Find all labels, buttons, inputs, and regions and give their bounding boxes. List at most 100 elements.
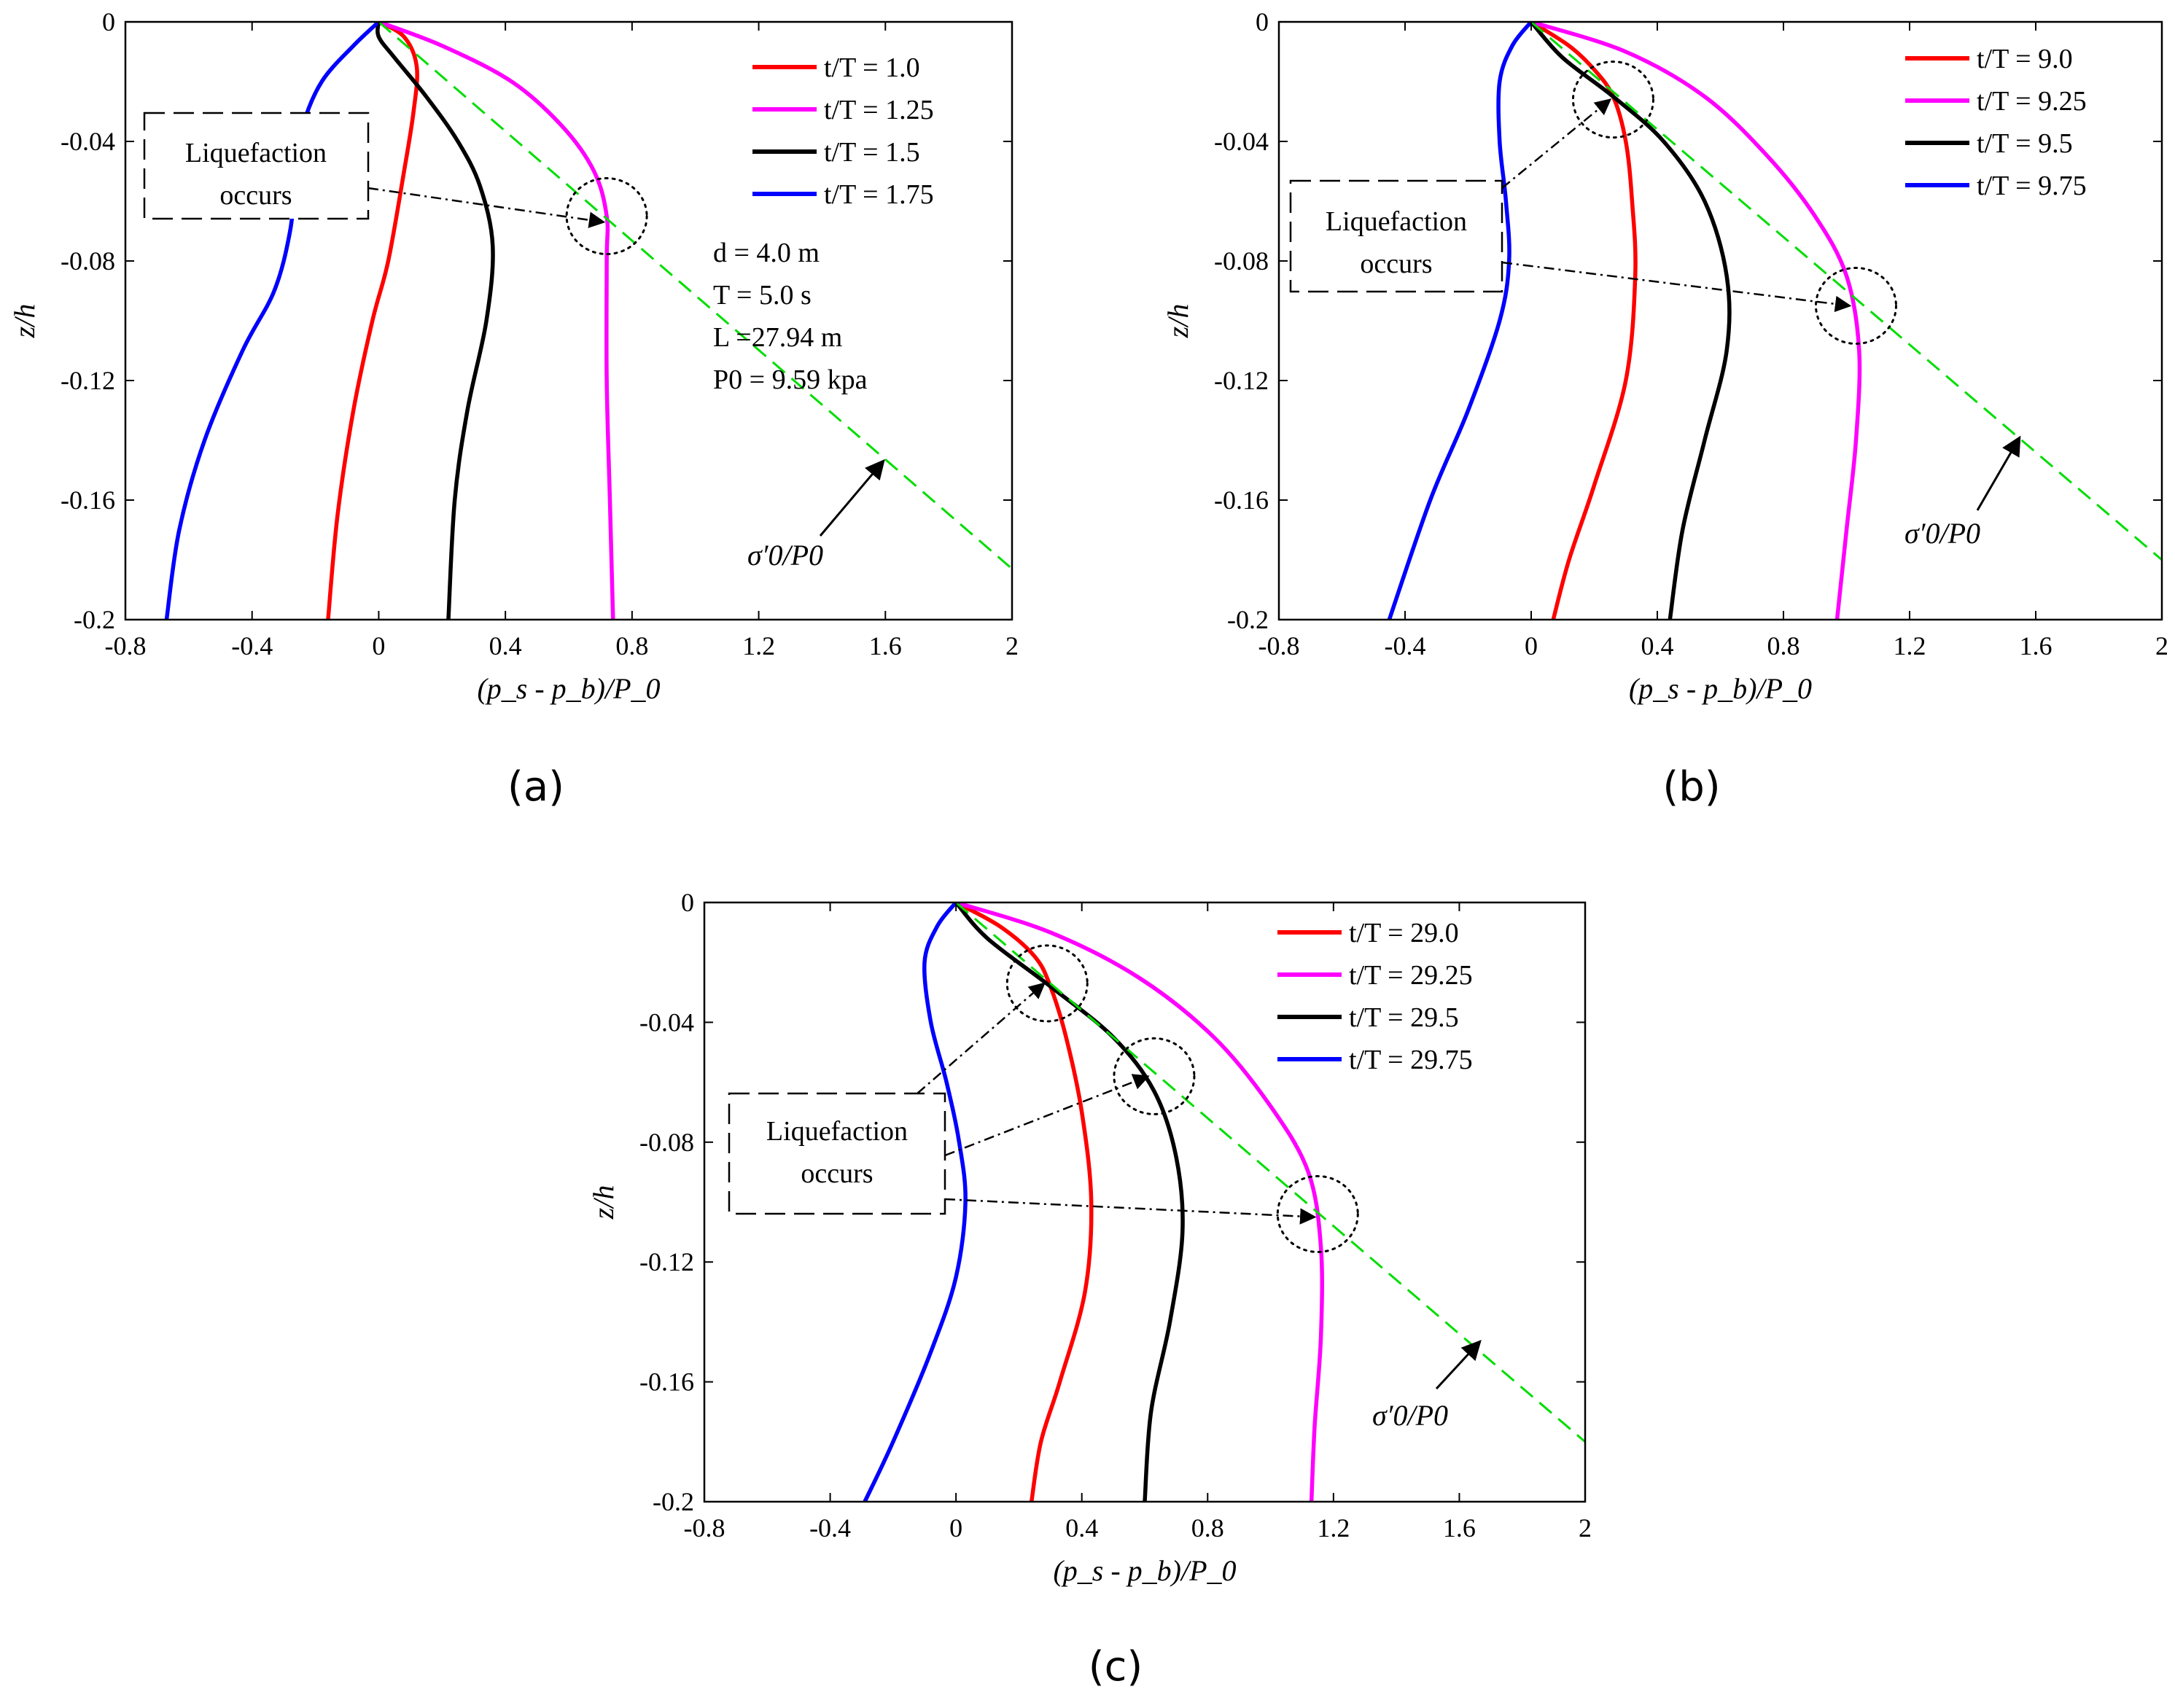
y-tick-label: -0.04 (639, 1007, 694, 1037)
panel-label: (a) (507, 763, 564, 811)
liquefaction-arrow (1501, 261, 1852, 313)
plot-frame (124, 20, 1013, 621)
sigma-line (378, 22, 1012, 570)
sigma-arrow (819, 459, 885, 537)
x-tick-label: 0.4 (1065, 1513, 1098, 1543)
x-tick-label: 2 (1005, 631, 1019, 660)
x-tick-label: 2 (2155, 631, 2168, 660)
liquefaction-circle (565, 177, 648, 255)
x-tick-label: 1.2 (742, 631, 775, 660)
series-line-0 (954, 902, 1094, 1502)
x-tick-label: 0.8 (615, 631, 648, 660)
parameter-text: L =27.94 m (713, 322, 842, 353)
x-tick-label: 2 (1579, 1513, 1592, 1543)
y-tick-label: 0 (102, 7, 115, 36)
legend-label: t/T = 9.0 (1977, 44, 2073, 74)
series-line-2 (376, 22, 495, 620)
x-tick-label: 0 (949, 1513, 962, 1543)
y-tick-label: -0.08 (1214, 246, 1269, 276)
series-line-2 (1529, 22, 1732, 620)
x-tick-label: -0.8 (105, 631, 147, 660)
x-tick-label: -0.4 (1385, 631, 1426, 660)
x-tick-label: 0.4 (1641, 631, 1674, 660)
series-line-0 (1530, 22, 1638, 620)
series-line-1 (955, 902, 1325, 1502)
series-line-3 (863, 902, 968, 1502)
y-tick-label: -0.12 (1214, 366, 1269, 395)
liquefaction-arrow (1501, 98, 1612, 189)
parameter-text: T = 5.0 s (713, 280, 812, 311)
legend-label: t/T = 29.5 (1349, 1002, 1459, 1033)
x-tick-label: 0 (372, 631, 385, 660)
liquefaction-circle (1113, 1037, 1196, 1115)
series-line-0 (326, 22, 419, 620)
plot-frame (1277, 20, 2163, 621)
legend-label: t/T = 1.75 (824, 179, 934, 210)
panel-label: (c) (1089, 1643, 1143, 1691)
liquefaction-box (1289, 179, 1503, 293)
sigma-label: σ′0/P0 (1904, 517, 1980, 550)
y-tick-label: -0.04 (61, 127, 115, 156)
y-tick-label: -0.08 (61, 246, 115, 276)
legend-label: t/T = 29.75 (1349, 1045, 1473, 1075)
legend-label: t/T = 9.5 (1977, 128, 2073, 159)
liquefaction-arrow (944, 1198, 1317, 1225)
y-tick-label: -0.2 (74, 605, 115, 634)
y-axis-label: z/h (8, 304, 41, 339)
legend-label: t/T = 1.5 (824, 137, 920, 168)
x-axis-label: (p_s - p_b)/P_0 (1053, 1554, 1236, 1587)
legend-label: t/T = 1.0 (824, 52, 920, 83)
panel-label: (b) (1662, 763, 1720, 811)
x-tick-label: 1.2 (1894, 631, 1926, 660)
sigma-label: σ′0/P0 (747, 539, 823, 572)
x-tick-label: -0.4 (231, 631, 273, 660)
y-tick-label: -0.16 (1214, 486, 1269, 515)
x-tick-label: 0.8 (1767, 631, 1800, 660)
series-line-2 (954, 902, 1185, 1502)
y-axis-label: z/h (587, 1185, 620, 1220)
x-tick-label: -0.8 (1258, 631, 1300, 660)
series-line-3 (1387, 22, 1533, 620)
liquefaction-label: occurs (801, 1158, 873, 1189)
legend-label: t/T = 29.0 (1349, 918, 1459, 948)
series-line-3 (164, 22, 381, 620)
plot-frame (703, 901, 1587, 1503)
legend-label: t/T = 1.25 (824, 95, 934, 125)
legend-label: t/T = 9.75 (1977, 171, 2087, 201)
liquefaction-circle (1005, 944, 1089, 1023)
series-line-1 (378, 22, 615, 620)
parameter-text: P0 = 9.59 kpa (713, 364, 868, 395)
x-tick-label: 0.8 (1191, 1513, 1224, 1543)
y-tick-label: -0.08 (639, 1128, 694, 1157)
sigma-line (955, 902, 1585, 1443)
x-tick-label: 1.6 (2020, 631, 2053, 660)
liquefaction-label: Liquefaction (1326, 206, 1467, 237)
liquefaction-label: occurs (1360, 249, 1432, 279)
y-tick-label: 0 (1256, 7, 1269, 36)
legend-label: t/T = 29.25 (1349, 960, 1473, 991)
liquefaction-label: Liquefaction (766, 1116, 908, 1147)
liquefaction-label: occurs (219, 180, 292, 211)
y-tick-label: -0.16 (639, 1368, 694, 1397)
liquefaction-arrow (917, 982, 1046, 1094)
chart-panel-a: -0.8 -0.4 0 0.4 0.8 1.2 1.6 2 0 -0.04 -0.08 -0.12 -0… (8, 7, 1019, 811)
liquefaction-circle (1814, 267, 1897, 345)
liquefaction-box (728, 1092, 946, 1215)
x-tick-label: -0.4 (809, 1513, 851, 1543)
chart-panel-b: -0.8 -0.4 0 0.4 0.8 1.2 1.6 2 0 -0.04 -0.08 -0.12 -0… (1162, 7, 2168, 811)
chart-panel-c: -0.8 -0.4 0 0.4 0.8 1.2 1.6 2 0 -0.04 -0.08 -0.12 -0… (587, 888, 1592, 1691)
x-tick-label: 0.4 (489, 631, 522, 660)
legend-label: t/T = 9.25 (1977, 86, 2087, 117)
x-axis-label: (p_s - p_b)/P_0 (477, 672, 660, 705)
liquefaction-circle (1276, 1174, 1359, 1253)
y-axis-label: z/h (1162, 304, 1194, 339)
x-tick-label: 1.2 (1317, 1513, 1350, 1543)
x-tick-label: 1.6 (1443, 1513, 1476, 1543)
y-tick-label: -0.12 (61, 366, 115, 395)
sigma-arrow (1976, 435, 2021, 511)
sigma-line (1530, 22, 2162, 561)
y-tick-label: 0 (681, 888, 694, 917)
sigma-label: σ′0/P0 (1372, 1399, 1448, 1432)
y-tick-label: -0.16 (61, 486, 115, 515)
